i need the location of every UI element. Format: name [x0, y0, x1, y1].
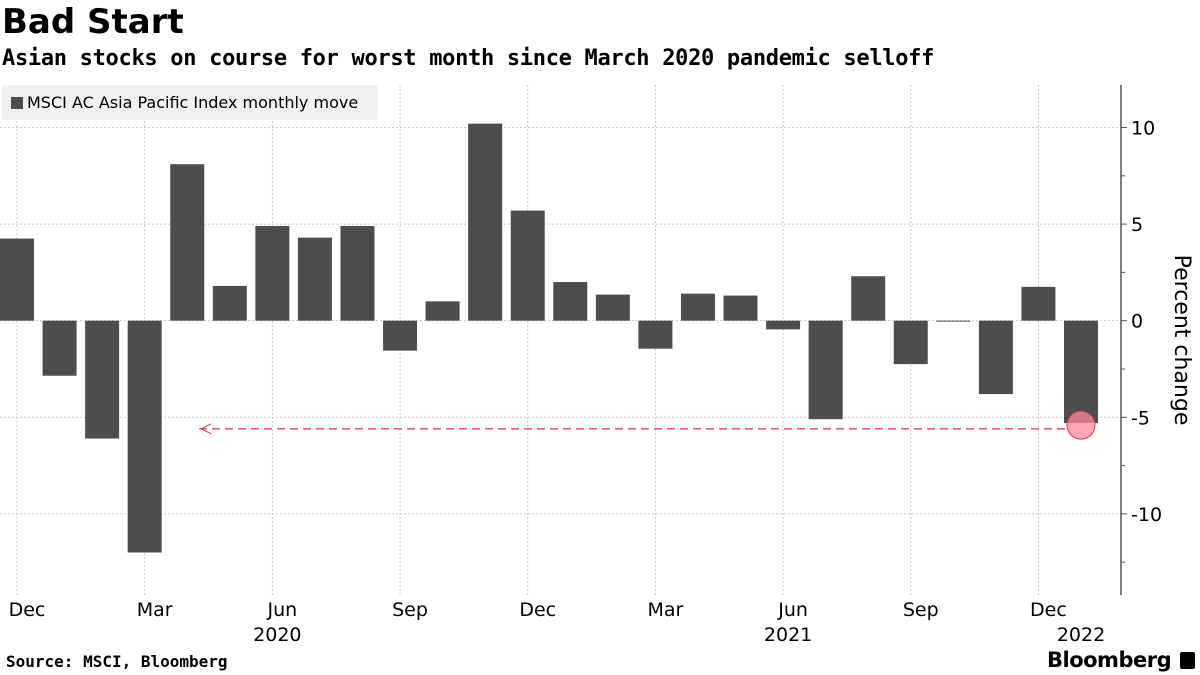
- bar: [851, 276, 886, 321]
- x-tick-label: Jun: [267, 599, 298, 621]
- x-tick-label: Jun: [777, 599, 808, 621]
- y-tick-label: 0: [1131, 311, 1143, 333]
- y-tick-label: 10: [1131, 118, 1155, 140]
- bar: [1064, 320, 1098, 424]
- x-tick-label: Dec: [9, 599, 46, 621]
- bar: [212, 285, 247, 321]
- legend-swatch: [11, 96, 23, 109]
- y-tick-label: -5: [1131, 407, 1150, 429]
- x-tick-label: Sep: [903, 599, 939, 621]
- source-note: Source: MSCI, Bloomberg: [6, 652, 228, 671]
- bar: [893, 320, 928, 365]
- bar: [255, 226, 290, 321]
- bar: [808, 320, 843, 420]
- chart-title: Bad Start: [2, 2, 184, 42]
- x-tick-label: Sep: [392, 599, 428, 621]
- bar: [42, 320, 77, 376]
- y-tick-label: -10: [1131, 504, 1162, 526]
- highlight-marker: [1066, 410, 1096, 440]
- bar: [297, 237, 332, 321]
- legend: MSCI AC Asia Pacific Index monthly move: [2, 85, 378, 120]
- brand-logo: Bloomberg: [1047, 648, 1172, 672]
- x-year-label: 2022: [1057, 624, 1105, 646]
- bar: [468, 123, 503, 321]
- x-year-label: 2020: [253, 624, 301, 646]
- bar: [638, 320, 673, 349]
- arrow-head-icon: [200, 423, 212, 435]
- bar: [595, 294, 630, 321]
- bar: [723, 295, 758, 321]
- bar: [425, 301, 460, 321]
- bar: [978, 320, 1013, 395]
- bar: [1021, 286, 1056, 321]
- bar: [383, 320, 418, 351]
- bar: [553, 282, 588, 321]
- bar: [0, 238, 34, 321]
- x-tick-label: Mar: [137, 599, 173, 621]
- x-year-label: 2021: [764, 624, 812, 646]
- x-tick-label: Dec: [519, 599, 556, 621]
- bar: [510, 210, 545, 321]
- y-axis-label: Percent change: [1169, 255, 1194, 426]
- bar: [85, 320, 120, 439]
- x-tick-label: Mar: [647, 599, 683, 621]
- bar: [127, 320, 162, 553]
- chart-subtitle: Asian stocks on course for worst month s…: [2, 46, 935, 71]
- y-tick-label: 5: [1131, 214, 1143, 236]
- bar: [170, 164, 205, 321]
- bar: [680, 293, 715, 321]
- bloomberg-icon: [1180, 652, 1195, 669]
- bar: [766, 320, 801, 330]
- bar: [936, 320, 971, 322]
- bar: [340, 226, 375, 321]
- x-tick-label: Dec: [1030, 599, 1067, 621]
- legend-label: MSCI AC Asia Pacific Index monthly move: [27, 93, 359, 112]
